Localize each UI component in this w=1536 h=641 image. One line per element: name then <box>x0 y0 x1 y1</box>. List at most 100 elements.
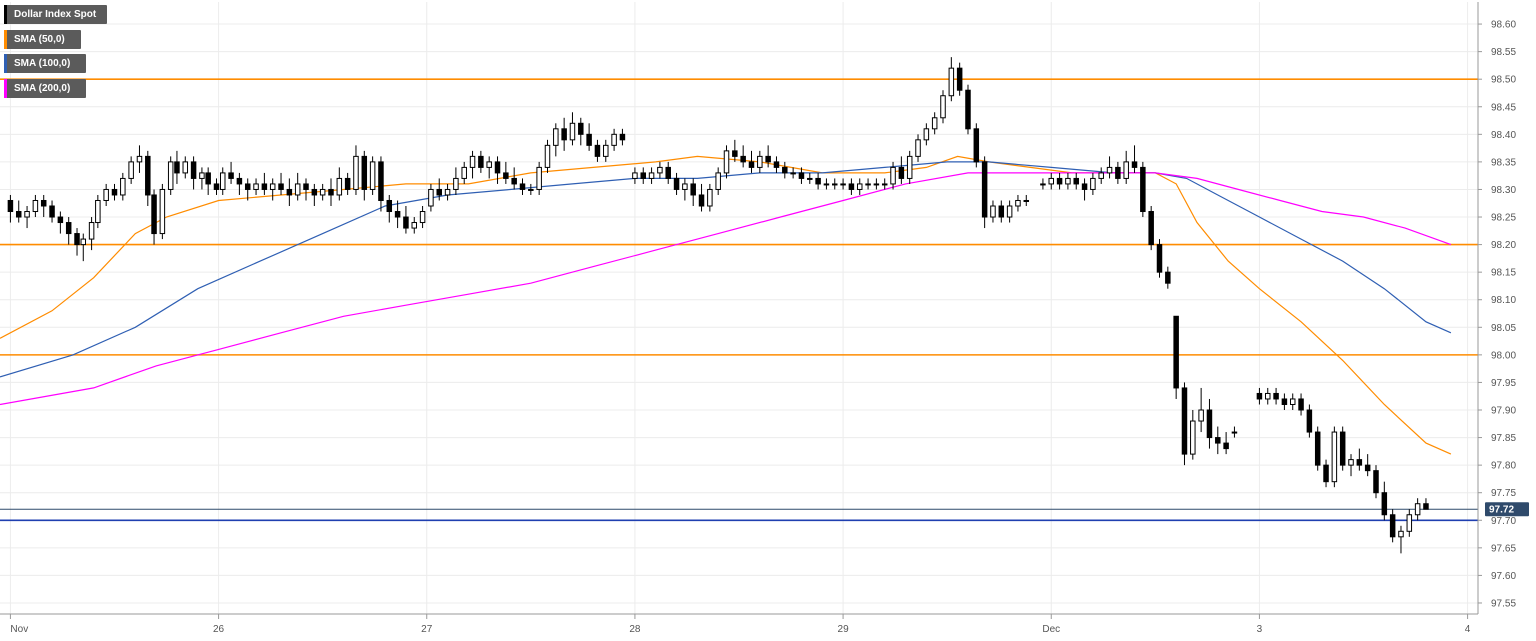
candle-body <box>111 188 118 196</box>
candle-body <box>15 211 22 218</box>
legend-item: SMA (200,0) <box>4 79 86 98</box>
candle-body <box>49 205 55 218</box>
candle-body <box>7 199 14 213</box>
candle-body <box>632 172 638 179</box>
candle-body <box>65 222 72 235</box>
candle-body <box>865 183 871 186</box>
y-tick-label: 97.90 <box>1491 406 1516 417</box>
legend-swatch <box>4 54 7 73</box>
sma-line <box>0 161 1452 378</box>
candle-body <box>394 211 401 218</box>
y-tick-label: 98.45 <box>1491 102 1516 113</box>
candle-body <box>740 155 746 163</box>
candle-body <box>673 177 680 190</box>
candle-body <box>856 183 863 190</box>
candle-body <box>369 161 376 190</box>
candle-body <box>1414 503 1421 516</box>
candle-body <box>244 183 251 190</box>
last-price-tag: 97.72 <box>1485 502 1529 517</box>
candle-body <box>569 122 576 141</box>
candle-body <box>1198 409 1204 422</box>
candle-body <box>1373 470 1379 494</box>
candle-body <box>213 183 220 190</box>
candle-body <box>553 128 559 146</box>
y-tick-label: 98.25 <box>1491 213 1516 224</box>
candle-body <box>1073 177 1079 185</box>
candle-body <box>998 205 1005 218</box>
candle-body <box>578 122 584 135</box>
legend-label: Dollar Index Spot <box>14 9 97 20</box>
candle-body <box>1098 172 1104 179</box>
candle-body <box>151 194 157 235</box>
candle-body <box>931 117 938 130</box>
candle-body <box>278 183 284 190</box>
y-tick-label: 97.65 <box>1491 543 1516 554</box>
candle-body <box>1306 409 1313 433</box>
legend-item: SMA (100,0) <box>4 54 86 73</box>
candle-body <box>494 161 501 174</box>
candle-body <box>848 183 855 190</box>
candle-body <box>269 183 276 190</box>
candle-body <box>732 150 738 157</box>
candle-body <box>1148 211 1154 246</box>
candle-body <box>648 172 655 179</box>
candle-body <box>536 166 542 190</box>
candle-body <box>773 161 780 168</box>
candle-body <box>403 216 409 229</box>
candle-body <box>219 172 226 190</box>
candle-body <box>411 222 418 229</box>
candle-body <box>1298 398 1304 411</box>
y-tick-label: 98.05 <box>1491 323 1516 334</box>
candle-body <box>1056 177 1063 185</box>
legend-swatch <box>4 79 7 98</box>
candle-body <box>1314 431 1321 466</box>
candle-body <box>1356 459 1363 466</box>
sma-line <box>0 172 1452 406</box>
y-tick-label: 97.80 <box>1491 461 1516 472</box>
candle-body <box>1165 271 1171 284</box>
candle-body <box>690 183 696 196</box>
candle-body <box>715 172 721 190</box>
candle-body <box>965 89 971 130</box>
candle-body <box>594 144 601 157</box>
candle-body <box>1065 177 1071 185</box>
x-tick-label: 4 <box>1465 624 1471 635</box>
candle-body <box>228 172 234 179</box>
candle-body <box>444 188 451 196</box>
candle-body <box>190 161 197 179</box>
last-price-tag-bg <box>1485 502 1529 517</box>
candle-body <box>948 67 955 97</box>
candle-body <box>174 161 180 174</box>
candle-body <box>1215 437 1221 444</box>
candle-body <box>145 155 151 196</box>
candle-body <box>1190 420 1196 455</box>
candle-body <box>1423 503 1429 510</box>
y-tick-label: 97.60 <box>1491 571 1516 582</box>
candle-body <box>1256 392 1263 400</box>
legend-label: SMA (100,0) <box>14 58 71 69</box>
candle-body <box>88 222 95 240</box>
candle-body <box>1406 514 1413 532</box>
candle-body <box>790 172 796 175</box>
candle-body <box>336 177 343 196</box>
y-tick-label: 97.70 <box>1491 516 1516 527</box>
y-tick-label: 98.15 <box>1491 268 1516 279</box>
candle-body <box>956 67 963 91</box>
x-tick-label: 29 <box>838 624 850 635</box>
candle-body <box>303 183 309 190</box>
candle-body <box>1106 166 1113 174</box>
candle-body <box>1331 431 1338 483</box>
candle-body <box>1339 431 1346 466</box>
candle-body <box>890 166 896 185</box>
candle-body <box>57 216 64 224</box>
candle-body <box>586 133 592 146</box>
candle-body <box>611 133 617 146</box>
candle-body <box>898 166 905 179</box>
candle-body <box>361 155 368 190</box>
candle-body <box>561 128 567 141</box>
y-tick-label: 98.10 <box>1491 295 1516 306</box>
candle-body <box>1281 398 1288 405</box>
candle-body <box>782 166 788 174</box>
